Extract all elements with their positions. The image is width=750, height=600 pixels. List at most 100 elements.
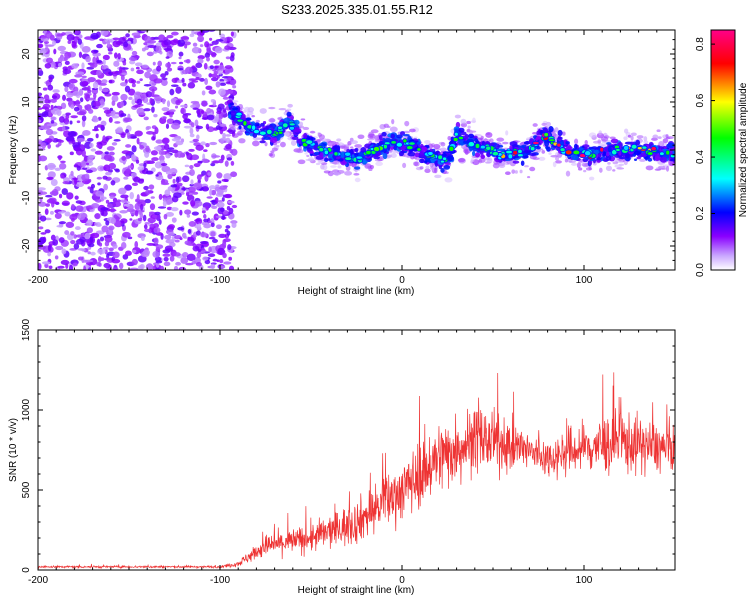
halo-blob [514,170,518,174]
noise-blob [81,120,86,128]
noise-blob [46,44,55,47]
noise-blob [154,161,163,169]
noise-blob [174,105,179,109]
noise-blob [74,226,81,231]
noise-blob [77,256,84,261]
halo-blob [570,162,578,166]
noise-blob [162,253,171,257]
noise-blob [214,65,219,69]
noise-blob [135,92,143,96]
noise-blob [108,247,114,252]
halo-blob [550,154,559,158]
noise-blob [73,234,77,239]
noise-blob [184,209,192,215]
noise-blob [38,119,42,123]
noise-blob [38,187,46,191]
spectrogram-xtick-label: -200 [28,275,48,286]
noise-blob [137,217,143,222]
noise-blob [141,47,146,52]
noise-blob [160,162,168,167]
snr-plot-area [38,372,675,570]
noise-blob [144,151,150,158]
snr-frame [37,329,676,571]
noise-blob [126,131,131,140]
noise-blob [218,233,227,238]
halo-blob [614,164,622,168]
noise-blob [219,123,227,127]
noise-blob [163,213,168,220]
noise-blob [81,80,89,87]
noise-blob [208,246,212,253]
halo-blob [251,114,256,118]
noise-blob [221,197,225,202]
noise-blob [201,90,206,96]
ridge-blob [265,125,273,129]
noise-blob [178,56,182,60]
noise-blob [111,100,116,106]
noise-blob [105,199,110,204]
noise-blob [38,92,43,97]
noise-blob [168,109,176,113]
noise-blob [197,55,205,60]
ridge-blob [557,129,563,137]
noise-blob [111,95,119,102]
noise-blob [192,138,199,143]
halo-blob [290,140,297,146]
halo-blob [333,171,342,176]
noise-blob [114,127,124,134]
ridge-peak [665,149,671,156]
noise-blob [164,143,170,151]
halo-blob [434,174,442,179]
noise-blob [182,252,189,258]
halo-blob [624,128,629,134]
halo-blob [524,165,529,168]
noise-blob [161,79,168,86]
ridge-blob [414,152,420,158]
noise-blob [99,236,105,242]
noise-blob [208,236,216,240]
noise-blob [84,105,89,111]
ridge-peak [333,151,339,157]
halo-blob [317,133,323,137]
noise-blob [189,168,195,176]
noise-blob [167,224,175,230]
ridge-blob [481,140,486,147]
halo-blob [253,137,260,141]
ridge-peak [266,128,273,135]
noise-blob [158,193,163,200]
halo-blob [322,164,328,171]
noise-blob [185,59,191,64]
noise-blob [108,225,115,231]
noise-blob [116,199,121,203]
noise-blob [224,160,229,167]
noise-blob [211,51,217,58]
noise-blob [171,217,177,223]
halo-blob [309,130,316,134]
noise-blob [81,115,87,122]
noise-blob [197,160,204,164]
noise-blob [160,182,170,186]
noise-blob [51,95,58,99]
noise-blob [68,264,74,270]
noise-blob [176,150,184,158]
ridge-blob [444,162,451,165]
noise-blob [174,239,180,243]
ridge-blob [610,138,619,144]
noise-blob [120,210,126,214]
ridge-blob [546,146,551,152]
ridge-peak [383,141,391,146]
noise-blob [131,154,137,161]
noise-blob [54,167,61,172]
noise-blob [84,259,94,263]
noise-blob [74,74,83,78]
halo-blob [466,120,471,125]
ridge-blob [633,158,638,161]
halo-blob [300,118,306,121]
noise-blob [85,55,91,63]
noise-blob [210,231,216,237]
noise-blob [192,107,199,111]
halo-blob [404,120,410,127]
noise-blob [138,209,142,215]
noise-blob [187,229,192,234]
